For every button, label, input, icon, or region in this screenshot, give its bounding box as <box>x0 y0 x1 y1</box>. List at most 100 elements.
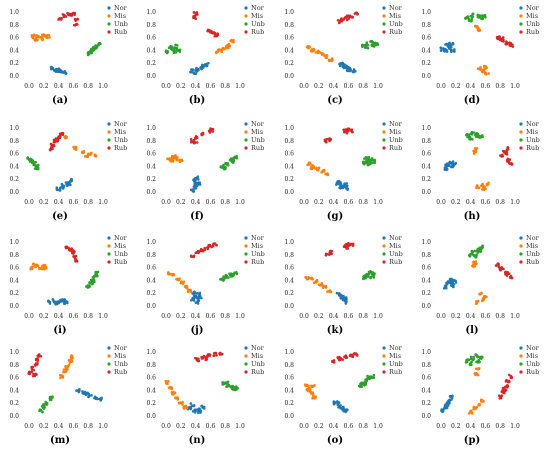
legend-marker <box>244 6 248 10</box>
data-point-mis <box>476 67 480 70</box>
data-point-mis <box>85 155 89 158</box>
scatter-panel: 0.0 0.2 0.4 0.6 0.8 1.0 0.0 0.2 0.4 0.6 0.8 1.0 Nor M… <box>5 342 135 452</box>
x-tick-label: 0.2 <box>39 199 49 206</box>
legend-label: Nor <box>251 120 265 128</box>
data-point-mis <box>180 280 183 284</box>
data-point-rub <box>506 385 509 388</box>
legend-label: Rub <box>526 258 539 266</box>
data-point-nor <box>335 291 339 295</box>
y-tick-label: 0.0 <box>146 189 156 196</box>
data-point-rub <box>213 31 217 35</box>
data-point-nor <box>93 395 97 399</box>
data-point-mis <box>327 58 331 62</box>
data-point-rub <box>36 357 40 361</box>
legend-label: Mis <box>389 12 401 20</box>
data-point-mis <box>176 398 180 401</box>
data-point-rub <box>344 245 348 249</box>
data-point-unb <box>90 282 94 286</box>
data-point-rub <box>194 251 198 255</box>
data-point-unb <box>224 381 227 384</box>
legend-marker <box>244 138 248 142</box>
y-tick-label: 1.0 <box>421 125 431 132</box>
data-point-nor <box>199 410 202 413</box>
y-tick-label: 0.6 <box>146 265 156 272</box>
legend-label: Nor <box>526 344 540 352</box>
data-point-unb <box>222 381 225 385</box>
y-tick-label: 0.8 <box>421 252 431 259</box>
data-point-mis <box>74 147 78 151</box>
legend-label: Mis <box>251 352 263 360</box>
data-point-nor <box>339 404 342 407</box>
y-tick-label: 0.8 <box>284 362 294 369</box>
legend-label: Unb <box>114 136 128 144</box>
data-point-nor <box>194 69 198 73</box>
data-point-mis <box>72 145 75 149</box>
y-tick-label: 0.4 <box>9 47 19 54</box>
scatter-plot: 0.0 0.2 0.4 0.6 0.8 1.0 0.0 0.2 0.4 0.6 0.8 1.0 NorM… <box>9 120 128 206</box>
data-point-nor <box>445 50 449 53</box>
y-tick-label: 0.0 <box>146 73 156 80</box>
legend-label: Nor <box>114 120 128 128</box>
data-point-nor <box>197 295 201 299</box>
data-point-rub <box>505 273 509 276</box>
x-tick-label: 0.8 <box>495 199 505 206</box>
data-point-mis <box>40 35 44 39</box>
data-point-unb <box>477 14 481 18</box>
data-point-rub <box>501 391 505 394</box>
x-tick-label: 1.0 <box>373 423 383 430</box>
legend-marker <box>107 354 111 358</box>
data-point-rub <box>206 28 210 32</box>
y-tick-label: 0.6 <box>146 375 156 382</box>
data-point-nor <box>192 404 196 408</box>
x-tick-label: 0.4 <box>329 423 339 430</box>
data-point-nor <box>339 181 342 184</box>
data-point-nor <box>343 63 346 66</box>
data-point-unb <box>362 43 366 47</box>
legend-label: Rub <box>251 28 264 36</box>
data-point-nor <box>90 394 93 397</box>
y-tick-label: 0.8 <box>9 138 19 145</box>
data-point-mis <box>48 36 51 39</box>
data-point-rub <box>216 33 220 37</box>
legend-marker <box>244 260 248 264</box>
data-point-rub <box>200 357 204 360</box>
data-point-nor <box>451 42 455 45</box>
scatter-panel: 0.0 0.2 0.4 0.6 0.8 1.0 0.0 0.2 0.4 0.6 0.8 1.0 Nor M… <box>280 118 410 228</box>
x-tick-label: 0.4 <box>191 199 201 206</box>
data-point-unb <box>476 251 480 254</box>
x-tick-label: 0.4 <box>191 423 201 430</box>
data-point-nor <box>196 302 200 305</box>
data-point-rub <box>51 147 54 151</box>
data-point-rub <box>192 11 196 14</box>
x-tick-label: 0.0 <box>24 423 34 430</box>
data-point-rub <box>503 385 507 389</box>
data-point-rub <box>499 267 502 271</box>
x-tick-label: 0.4 <box>466 313 476 320</box>
data-point-unb <box>363 157 366 160</box>
data-point-unb <box>369 162 372 165</box>
y-tick-label: 0.4 <box>146 277 156 284</box>
data-point-rub <box>213 242 217 245</box>
data-point-nor <box>84 393 88 396</box>
data-point-nor <box>446 401 449 405</box>
data-point-mis <box>309 390 313 394</box>
legend-label: Mis <box>114 12 126 20</box>
data-point-nor <box>351 70 355 74</box>
data-point-nor <box>192 187 195 191</box>
legend-label: Unb <box>389 136 403 144</box>
legend-marker <box>107 22 111 26</box>
scatter-panel: 0.0 0.2 0.4 0.6 0.8 1.0 0.0 0.2 0.4 0.6 0.8 1.0 Nor M… <box>417 232 547 342</box>
scatter-plot: 0.0 0.2 0.4 0.6 0.8 1.0 0.0 0.2 0.4 0.6 0.8 1.0 NorM… <box>421 234 539 320</box>
y-tick-label: 1.0 <box>9 349 19 356</box>
data-point-rub <box>190 255 193 258</box>
data-point-unb <box>222 275 225 278</box>
data-point-unb <box>370 44 374 48</box>
data-point-unb <box>225 385 228 388</box>
data-point-nor <box>59 70 63 74</box>
data-point-mis <box>474 302 478 306</box>
data-point-unb <box>466 133 470 136</box>
legend-marker <box>244 22 248 26</box>
x-tick-label: 0.4 <box>54 199 64 206</box>
data-point-unb <box>34 166 38 169</box>
x-tick-label: 0.8 <box>358 313 368 320</box>
